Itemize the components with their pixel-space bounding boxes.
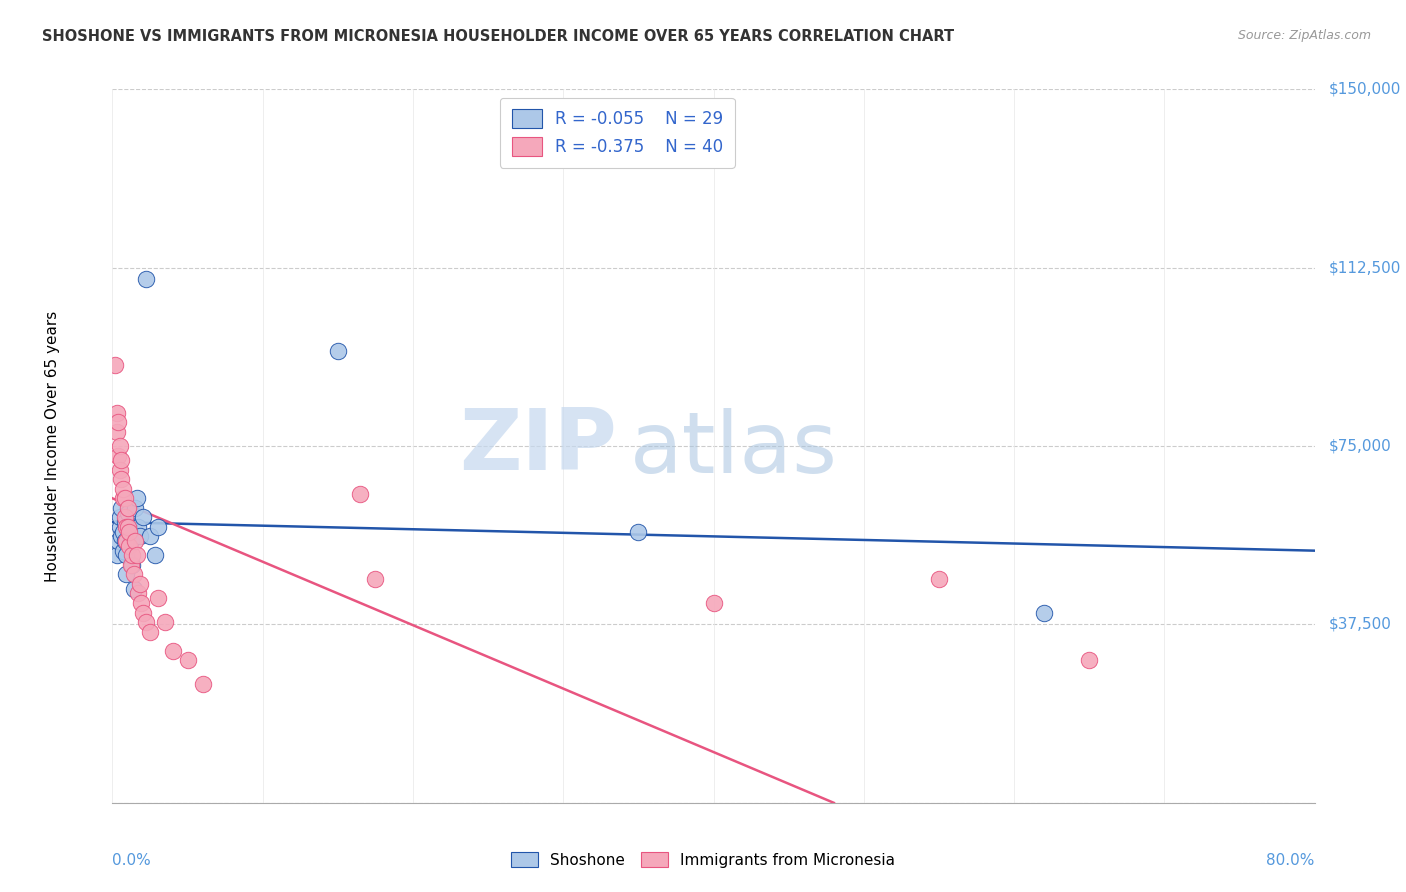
Point [115,549,138,563]
Point [176,653,198,667]
Point [117,506,139,520]
Point [110,453,132,467]
Point [105,425,128,439]
Point [117,500,139,515]
Point [135,615,157,629]
Point [105,549,128,563]
Legend: Shoshone, Immigrants from Micronesia: Shoshone, Immigrants from Micronesia [505,846,901,873]
Text: $37,500: $37,500 [1329,617,1392,632]
Point [114,534,136,549]
Point [125,491,148,506]
Point [627,524,650,539]
Point [114,515,136,529]
Point [127,586,149,600]
Point [108,520,131,534]
Point [108,510,131,524]
Point [131,510,153,524]
Text: $150,000: $150,000 [1329,82,1400,96]
Point [115,534,138,549]
Point [146,520,169,534]
Point [127,520,149,534]
Point [125,549,148,563]
Text: 0.0%: 0.0% [112,853,152,868]
Point [107,534,129,549]
Point [162,643,184,657]
Point [115,567,138,582]
Point [124,500,146,515]
Text: SHOSHONE VS IMMIGRANTS FROM MICRONESIA HOUSEHOLDER INCOME OVER 65 YEARS CORRELAT: SHOSHONE VS IMMIGRANTS FROM MICRONESIA H… [42,29,955,44]
Point [110,529,132,543]
Point [143,549,166,563]
Point [128,577,150,591]
Point [104,358,127,372]
Point [128,529,150,543]
Text: $112,500: $112,500 [1329,260,1400,275]
Point [108,463,131,477]
Point [928,572,950,586]
Point [110,472,132,486]
Point [107,415,129,429]
Point [349,486,371,500]
Point [139,529,162,543]
Point [121,549,143,563]
Point [111,482,134,496]
Point [139,624,162,639]
Text: Householder Income Over 65 years: Householder Income Over 65 years [45,310,60,582]
Text: atlas: atlas [630,408,838,491]
Point [124,534,146,549]
Point [702,596,725,610]
Legend: R = -0.055    N = 29, R = -0.375    N = 40: R = -0.055 N = 29, R = -0.375 N = 40 [501,97,735,168]
Point [1033,606,1056,620]
Point [111,543,134,558]
Point [105,406,128,420]
Point [118,520,141,534]
Point [146,591,169,606]
Text: Source: ZipAtlas.com: Source: ZipAtlas.com [1237,29,1371,42]
Point [108,439,131,453]
Point [114,510,136,524]
Point [131,606,153,620]
Point [121,558,143,572]
Point [107,449,129,463]
Point [111,491,134,506]
Point [129,596,152,610]
Point [153,615,176,629]
Point [111,524,134,539]
Point [120,558,142,572]
Point [122,567,145,582]
Point [118,539,141,553]
Point [122,582,145,596]
Point [114,491,136,506]
Text: $75,000: $75,000 [1329,439,1392,453]
Point [110,500,132,515]
Point [115,520,138,534]
Point [191,677,214,691]
Point [120,534,142,549]
Point [117,520,139,534]
Point [326,343,349,358]
Point [118,524,141,539]
Text: 80.0%: 80.0% [1267,853,1315,868]
Text: ZIP: ZIP [460,404,617,488]
Point [135,272,157,286]
Point [364,572,387,586]
Point [1078,653,1101,667]
